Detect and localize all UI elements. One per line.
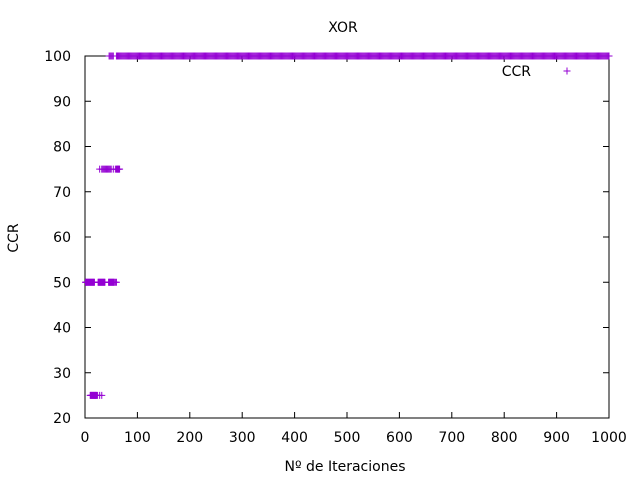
x-tick-label: 200: [176, 430, 203, 446]
plot-border: [84, 55, 610, 419]
data-point: [605, 52, 613, 60]
y-tick-label: 20: [53, 411, 71, 427]
y-tick-label: 60: [53, 230, 71, 246]
x-tick-label: 700: [438, 430, 465, 446]
y-tick-label: 90: [53, 94, 71, 110]
y-axis: 20 30 40 50 60 70 80 90 100: [44, 49, 609, 427]
y-tick-label: 40: [53, 321, 71, 337]
x-tick-label: 900: [543, 430, 570, 446]
x-tick-label: 300: [229, 430, 256, 446]
data-point: [98, 391, 106, 399]
y-axis-label: CCR: [6, 223, 22, 253]
data-point: [563, 67, 571, 75]
plot-frame: [84, 55, 610, 419]
y-tick-label: 100: [44, 49, 71, 65]
x-tick-label: 1000: [591, 430, 627, 446]
x-tick-label: 800: [491, 430, 518, 446]
legend: CCR: [502, 64, 571, 80]
data-point: [112, 278, 120, 286]
x-tick-label: 600: [386, 430, 413, 446]
x-tick-label: 500: [334, 430, 361, 446]
x-tick-label: 100: [124, 430, 151, 446]
y-tick-label: 50: [53, 275, 71, 291]
x-tick-label: 400: [281, 430, 308, 446]
x-tick-label: 0: [81, 430, 90, 446]
data-point: [116, 165, 124, 173]
y-tick-label: 80: [53, 140, 71, 156]
x-axis: 0 100 200 300 400 500 600 700 800 900 1000: [81, 56, 627, 446]
y-tick-label: 70: [53, 185, 71, 201]
legend-label: CCR: [502, 64, 532, 80]
data-points: [82, 52, 613, 399]
y-tick-label: 30: [53, 366, 71, 382]
x-axis-label: Nº de Iteraciones: [285, 459, 406, 475]
chart-title: XOR: [328, 20, 358, 36]
